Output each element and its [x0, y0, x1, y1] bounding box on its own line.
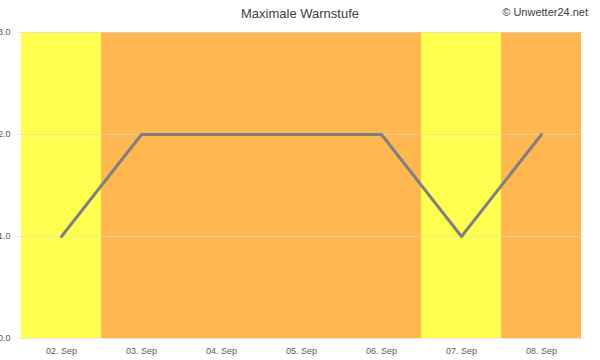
- svg-text:1.0: 1.0: [0, 231, 11, 241]
- svg-text:0.0: 0.0: [0, 333, 11, 343]
- svg-text:04. Sep: 04. Sep: [206, 346, 237, 356]
- svg-text:3.0: 3.0: [0, 27, 11, 37]
- svg-text:02. Sep: 02. Sep: [46, 346, 77, 356]
- svg-text:08. Sep: 08. Sep: [526, 346, 557, 356]
- svg-text:06. Sep: 06. Sep: [366, 346, 397, 356]
- html-text:© Unwetter24.net: © Unwetter24.net: [502, 6, 588, 18]
- svg-text:07. Sep: 07. Sep: [446, 346, 477, 356]
- svg-text:03. Sep: 03. Sep: [126, 346, 157, 356]
- html-text:Maximale Warnstufe: Maximale Warnstufe: [241, 6, 359, 21]
- svg-text:05. Sep: 05. Sep: [286, 346, 317, 356]
- svg-text:2.0: 2.0: [0, 129, 11, 139]
